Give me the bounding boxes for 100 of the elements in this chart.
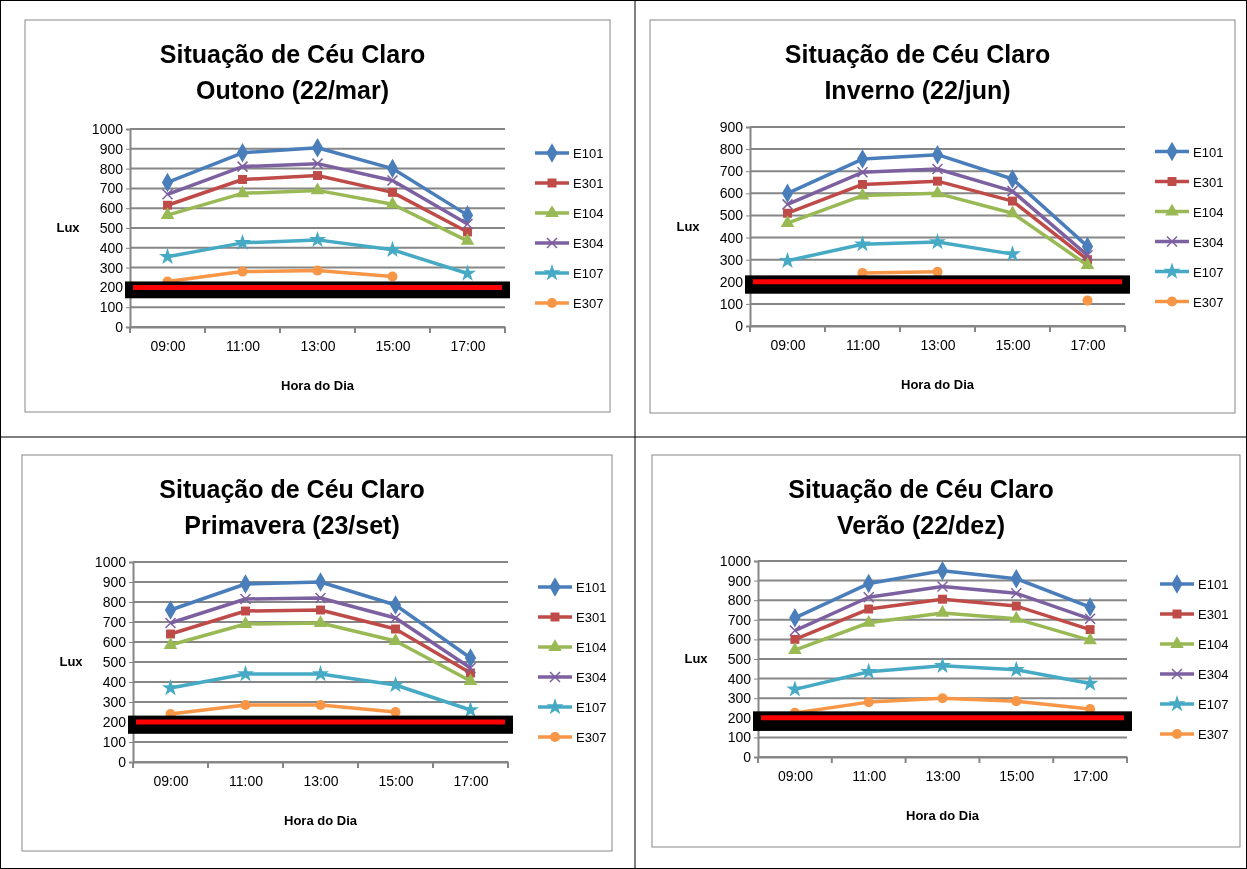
point [1080,257,1095,270]
x-tick-label: 13:00 [303,772,339,789]
x-tick-label: 09:00 [777,767,814,784]
point [460,233,475,245]
point [861,614,876,627]
point [1081,674,1099,691]
point [1011,601,1021,611]
point [387,271,398,282]
point [1081,249,1094,261]
y-tick-label: 800 [102,593,127,610]
point [1082,295,1093,306]
point [313,171,322,180]
y-tick-label: 600 [99,200,124,217]
y-tick-label: 1000 [719,552,752,569]
chart-title: Situação de Céu Claro Inverno (22/jun) [784,40,1051,104]
legend-label: E301 [573,176,604,191]
y-tick-label: 300 [727,690,752,707]
legend-label: E107 [573,266,604,281]
legend-label: E101 [1198,577,1229,592]
y-tick-label: 0 [743,748,752,765]
y-axis-title: Lux [676,218,701,234]
point [862,591,875,604]
y-tick-label: 600 [727,631,752,648]
legend-label: E101 [573,146,604,161]
y-tick-label: 700 [719,163,744,180]
legend-label: E107 [576,700,607,715]
point [237,266,248,277]
point [781,198,794,211]
point [313,615,328,627]
y-tick-label: 500 [719,207,744,224]
x-tick-label: 17:00 [450,337,486,354]
legend-label: E301 [1193,174,1224,190]
chart-title: Situação de Céu Claro Primavera (23/set) [159,475,425,539]
y-tick-label: 800 [727,592,752,609]
point [856,166,869,179]
x-axis-title: Hora do Dia [284,813,358,828]
point [386,174,399,187]
point [938,594,947,604]
x-tick-label: 13:00 [300,337,336,354]
legend-label: E301 [576,610,607,625]
point [233,233,252,251]
point [933,176,942,186]
point [935,605,950,617]
y-tick-label: 200 [99,279,124,296]
x-tick-label: 11:00 [846,336,881,353]
point [788,642,802,655]
point [463,673,478,685]
y-tick-label: 200 [719,273,744,290]
point [790,634,800,644]
y-axis-title: Lux [59,654,84,669]
point [937,693,948,704]
point [860,662,878,679]
y-tick-label: 900 [719,118,744,135]
point [780,215,795,228]
point [385,196,400,209]
chart-title: Situação de Céu Claro Outono (22/mar) [159,40,426,104]
x-tick-label: 13:00 [925,767,961,784]
point [308,230,327,248]
legend-label: E307 [1198,727,1229,742]
x-tick-label: 11:00 [229,772,264,789]
x-tick-label: 17:00 [1073,767,1109,784]
point [1084,613,1096,625]
y-tick-label: 400 [99,239,124,256]
legend-label: E304 [576,670,607,685]
y-tick-label: 600 [102,633,127,650]
y-tick-label: 500 [727,650,752,667]
y-tick-label: 500 [99,219,124,236]
point [311,157,324,170]
y-tick-label: 1000 [91,120,124,137]
y-tick-label: 200 [727,709,752,726]
point [238,175,247,184]
legend-label: E304 [573,236,604,251]
point [241,606,250,616]
point [1005,205,1020,218]
point [235,185,250,198]
point [864,604,874,614]
point [160,207,175,220]
legend-label: E107 [1198,697,1229,712]
legend-label: E101 [576,580,607,595]
y-tick-label: 1000 [94,553,127,570]
y-tick-label: 300 [719,251,744,268]
x-tick-label: 09:00 [770,336,806,353]
y-tick-label: 800 [719,141,744,158]
legend-label: E301 [1198,607,1229,622]
point [786,680,804,697]
point [1009,610,1024,623]
y-tick-label: 0 [735,317,744,334]
y-tick-label: 700 [102,613,127,630]
point [311,665,330,682]
legend-label: E104 [1198,637,1229,652]
point [863,697,874,708]
x-tick-label: 11:00 [226,337,261,354]
y-tick-label: 300 [99,259,124,276]
x-tick-label: 15:00 [999,767,1035,784]
point [858,180,867,189]
point [312,265,323,276]
x-tick-label: 15:00 [375,337,411,354]
point [936,580,949,593]
point [930,185,945,198]
y-tick-label: 900 [727,572,752,589]
